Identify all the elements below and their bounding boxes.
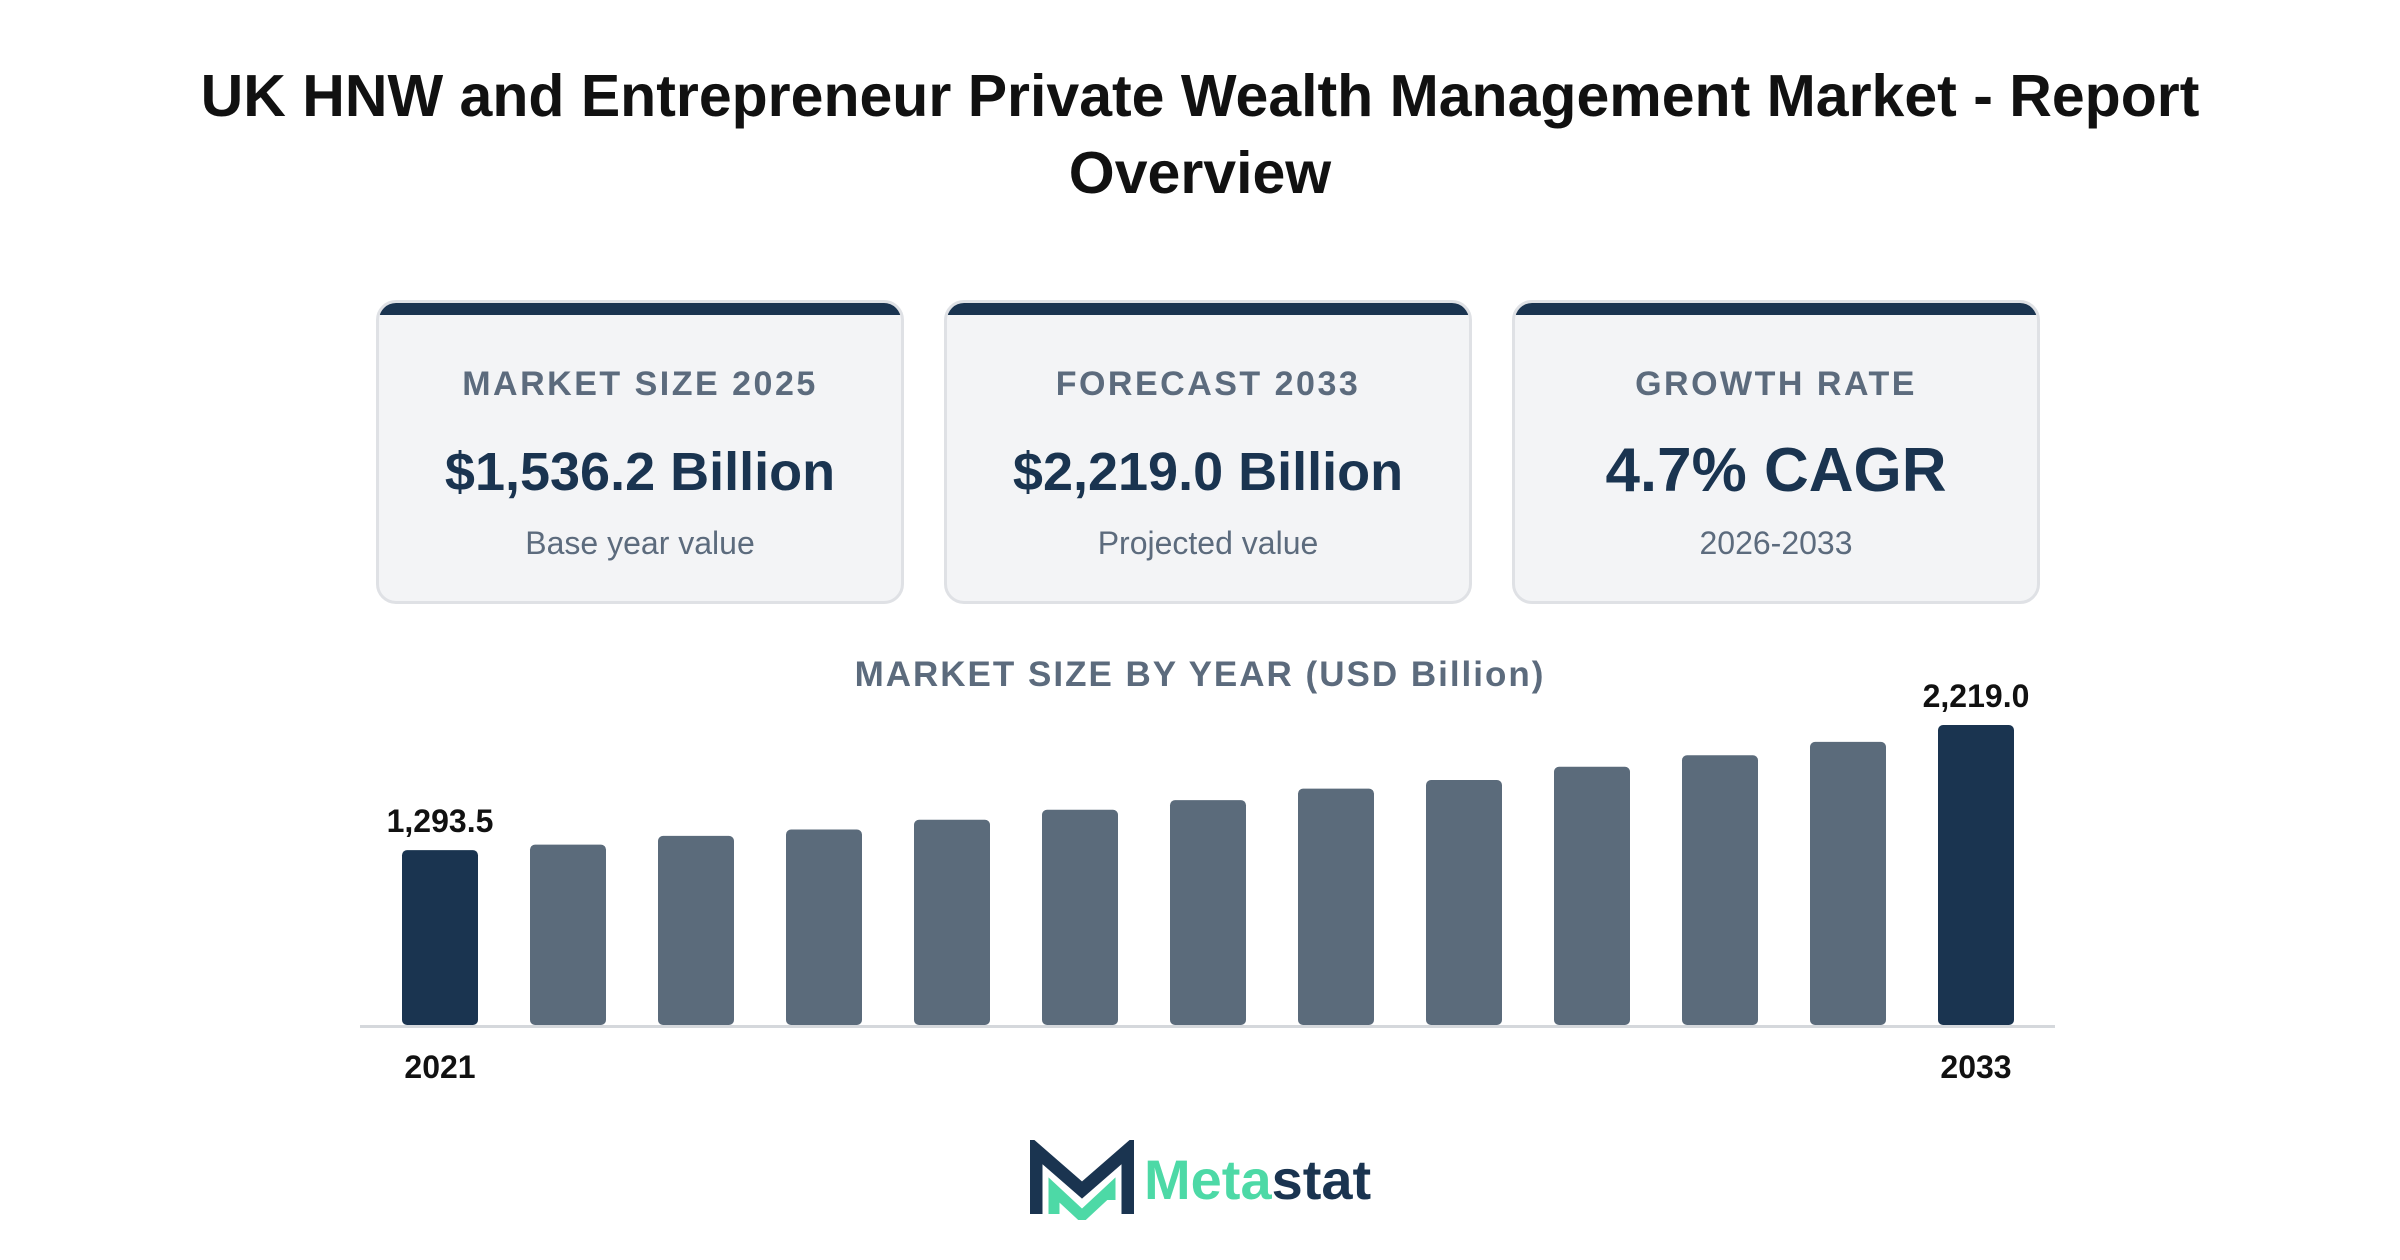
card-subtitle: Projected value — [1097, 525, 1319, 561]
forecast-card: FORECAST 2033 $2,219.0 Billion Projected… — [944, 300, 1472, 604]
growth-rate-card: GROWTH RATE 4.7% CAGR 2026-2033 — [1512, 300, 2040, 604]
card-accent-bar — [1515, 303, 2037, 315]
bar-2030 — [1554, 766, 1630, 1025]
x-tick-label-2021: 2021 — [404, 1049, 475, 1085]
card-subtitle: 2026-2033 — [1699, 525, 1853, 561]
x-tick-label-2033: 2033 — [1940, 1049, 2011, 1085]
bar-2032 — [1810, 741, 1886, 1025]
bar-2025 — [914, 819, 990, 1025]
bar-2028 — [1298, 788, 1374, 1025]
card-label: FORECAST 2033 — [1055, 365, 1361, 403]
card-value: $2,219.0 Billion — [1012, 442, 1404, 502]
card-subtitle: Base year value — [525, 525, 755, 561]
bar-2022 — [530, 844, 606, 1025]
card-label: MARKET SIZE 2025 — [462, 365, 818, 403]
card-label: GROWTH RATE — [1635, 365, 1917, 403]
metastat-m-logo-icon — [1030, 1140, 1134, 1220]
page-title: UK HNW and Entrepreneur Private Wealth M… — [200, 63, 2200, 206]
market-size-card: MARKET SIZE 2025 $1,536.2 Billion Base y… — [376, 300, 904, 604]
card-value: 4.7% CAGR — [1605, 436, 1947, 505]
bar-2027 — [1170, 800, 1246, 1025]
data-label-2033: 2,219.0 — [1923, 678, 2030, 714]
card-accent-bar — [947, 303, 1469, 315]
bar-2024 — [786, 829, 862, 1025]
card-accent-bar — [379, 303, 901, 315]
metastat-logo: Metastat — [1030, 1140, 1371, 1220]
logo-wordmark: Metastat — [1144, 1148, 1372, 1211]
data-label-2021: 1,293.5 — [387, 803, 494, 839]
card-value: $1,536.2 Billion — [444, 442, 836, 502]
bar-2031 — [1682, 755, 1758, 1025]
bar-2029 — [1426, 780, 1502, 1025]
bar-2023 — [658, 835, 734, 1025]
bar-2033 — [1938, 725, 2014, 1025]
bar-2021 — [402, 850, 478, 1025]
bar-2026 — [1042, 809, 1118, 1025]
chart-title: MARKET SIZE BY YEAR (USD Billion) — [854, 655, 1546, 694]
